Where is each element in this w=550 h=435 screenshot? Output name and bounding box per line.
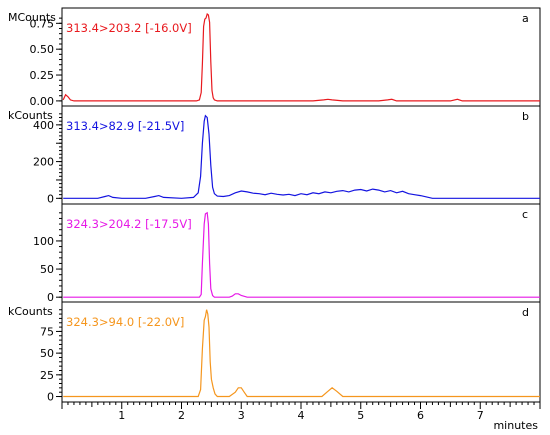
y-tick-label: 75: [40, 325, 54, 338]
y-tick-label: 0.25: [30, 69, 55, 82]
y-tick-label: 50: [40, 263, 54, 276]
y-tick-label: 100: [33, 235, 54, 248]
y-tick-label: 0.50: [30, 43, 55, 56]
plot-frame: [61, 7, 541, 403]
trace-label: 324.3>94.0 [-22.0V]: [66, 315, 184, 329]
x-tick-label: 1: [118, 409, 125, 422]
series-trace-c: [63, 211, 540, 298]
y-tick-label: 400: [33, 119, 54, 132]
series-trace-d: [63, 309, 540, 398]
x-axis: 1 2 3 4 5 6 7 minutes: [61, 402, 541, 432]
y-unit-label: kCounts: [8, 305, 53, 318]
panel-letter: d: [522, 306, 529, 319]
panel-letter: b: [522, 110, 529, 123]
y-tick-label: 0: [47, 291, 54, 304]
panel-letter: a: [522, 12, 529, 25]
y-tick-label: 200: [33, 156, 54, 169]
series-trace-a: [62, 12, 540, 102]
y-tick-label: 0: [47, 391, 54, 404]
x-tick-label: 6: [417, 409, 424, 422]
trace-label: 324.3>204.2 [-17.5V]: [66, 217, 192, 231]
x-tick-label: 3: [238, 409, 245, 422]
panel-d: 0 25 50 75 kCounts 324.3>94.0 [-22.0V] d: [8, 301, 540, 404]
y-unit-label: kCounts: [8, 109, 53, 122]
y-tick-label: 0.00: [30, 95, 55, 108]
y-tick-label: 50: [40, 347, 54, 360]
y-tick-label: 0.75: [30, 17, 55, 30]
x-tick-label: 2: [178, 409, 185, 422]
series-trace-b: [63, 114, 540, 199]
trace-label: 313.4>203.2 [-16.0V]: [66, 21, 192, 35]
x-tick-label: 4: [298, 409, 305, 422]
y-tick-label: 0: [47, 192, 54, 205]
y-tick-label: 25: [40, 369, 54, 382]
x-axis-label: minutes: [493, 419, 538, 432]
panel-c: 0 50 100 324.3>204.2 [-17.5V] c: [33, 203, 540, 304]
x-tick-label: 5: [357, 409, 364, 422]
panel-letter: c: [522, 208, 528, 221]
y-unit-label: MCounts: [8, 11, 56, 24]
trace-label: 313.4>82.9 [-21.5V]: [66, 119, 184, 133]
x-tick-label: 7: [477, 409, 484, 422]
